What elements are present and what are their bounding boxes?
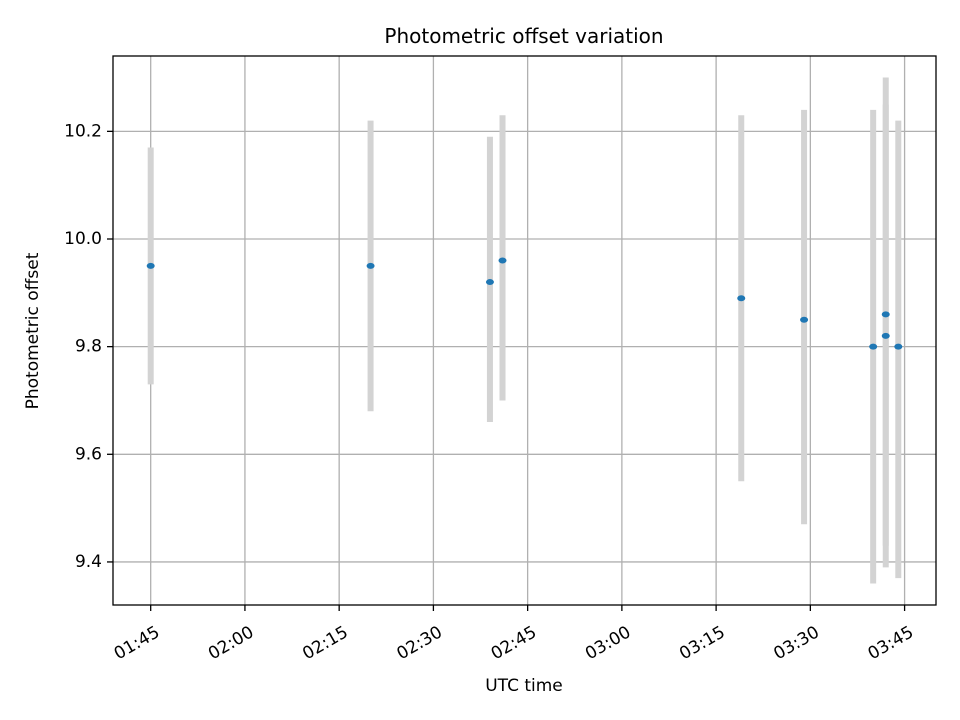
data-point xyxy=(498,257,507,264)
x-tick-label: 01:45 xyxy=(111,622,163,664)
y-tick-label: 10.0 xyxy=(64,229,102,249)
y-tick-label: 9.4 xyxy=(75,552,102,572)
grid xyxy=(113,56,936,605)
data-point xyxy=(366,262,375,269)
x-axis-ticks: 01:45 02:00 02:15 02:30 02:45 03:00 03:15 03:30… xyxy=(111,605,917,664)
plot-frame xyxy=(112,55,937,606)
y-axis-ticks: 9.4 9.6 9.8 10.0 10.2 xyxy=(64,121,113,572)
x-tick-label: 02:00 xyxy=(205,622,257,664)
y-tick-label: 9.8 xyxy=(75,337,102,357)
x-axis-title: UTC time xyxy=(485,676,563,696)
x-tick-label: 03:15 xyxy=(676,622,728,664)
y-axis-title: Photometric offset xyxy=(23,252,43,409)
x-tick-label: 03:00 xyxy=(582,622,634,664)
x-tick-label: 02:45 xyxy=(488,622,540,664)
x-tick-label: 02:30 xyxy=(393,622,445,664)
data-point xyxy=(894,343,903,350)
data-point xyxy=(800,316,809,323)
data-point xyxy=(737,295,746,302)
data-point xyxy=(485,279,494,286)
data-point xyxy=(881,332,890,339)
x-tick-label: 02:15 xyxy=(299,622,351,664)
chart-title: Photometric offset variation xyxy=(384,24,663,48)
errorbars xyxy=(147,77,902,584)
y-tick-label: 9.6 xyxy=(75,444,102,464)
data-point xyxy=(146,262,155,269)
data-point xyxy=(869,343,878,350)
x-tick-label: 03:45 xyxy=(865,622,917,664)
y-tick-label: 10.2 xyxy=(64,121,102,141)
x-tick-label: 03:30 xyxy=(770,622,822,664)
data-point xyxy=(881,311,890,318)
data-points xyxy=(146,257,903,350)
